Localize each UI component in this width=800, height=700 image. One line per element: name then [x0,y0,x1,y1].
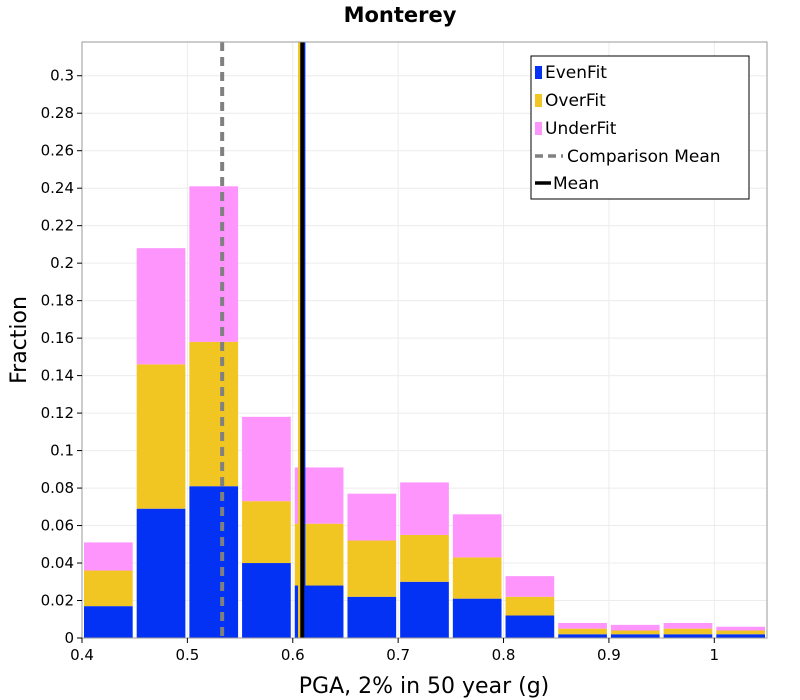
y-tick-label: 0.22 [41,217,74,235]
bar-underfit [347,493,397,541]
y-tick-label: 0.18 [41,292,74,310]
legend-swatch-overfit [535,94,542,107]
legend-label-mean: Mean [553,174,599,194]
y-axis-ticks: 0 0.02 0.04 0.06 0.08 0.1 0.12 0.14 0.16 0.18 0.2 0… [41,67,82,647]
y-tick-label: 0.28 [41,104,74,122]
x-tick-label: 0.7 [386,646,410,664]
bar-overfit [242,501,291,564]
x-tick-label: 0.5 [175,646,199,664]
y-tick-label: 0.04 [41,554,74,572]
x-axis-ticks: 0.4 0.5 0.6 0.7 0.8 0.9 1 [70,638,719,664]
bar-overfit [452,557,502,599]
legend-label-underfit: UnderFit [545,119,617,139]
bar-evenfit [505,615,555,638]
legend-label-overfit: OverFit [545,91,606,111]
bar-underfit [400,482,449,535]
bar-evenfit [189,486,239,638]
x-tick-label: 0.6 [281,646,305,664]
y-tick-label: 0.08 [41,479,74,497]
mean-lines [220,42,306,638]
legend: EvenFit OverFit UnderFit Comparison Mean… [530,55,750,200]
bar-underfit [505,576,555,597]
legend-box [530,55,750,200]
bar-overfit [400,534,449,582]
x-tick-label: 0.4 [70,646,94,664]
bar-overfit [663,628,713,635]
bar-overfit [189,341,239,487]
y-tick-label: 0.26 [41,142,74,160]
bar-evenfit [136,508,186,638]
bar-evenfit [242,563,291,638]
x-tick-label: 0.8 [492,646,516,664]
y-tick-label: 0.14 [41,367,74,385]
bars [84,186,765,638]
y-tick-label: 0.06 [41,517,74,535]
bar-evenfit [347,596,397,638]
bar-evenfit [610,634,660,638]
legend-label-evenfit: EvenFit [545,63,607,83]
y-tick-label: 0.12 [41,404,74,422]
bar-overfit [84,570,133,607]
bar-underfit [610,624,660,631]
bar-underfit [84,542,133,571]
y-tick-label: 0.24 [41,179,74,197]
mean-band-segment [298,42,301,638]
y-tick-label: 0.16 [41,329,74,347]
bar-overfit [610,630,660,635]
bar-evenfit [663,634,713,638]
chart-title: Monterey [344,3,457,27]
bar-underfit [452,514,502,558]
y-tick-label: 0.2 [50,254,74,272]
bar-underfit [136,248,186,365]
bar-evenfit [716,634,765,638]
x-axis-title: PGA, 2% in 50 year (g) [299,674,550,699]
bar-underfit [716,626,765,631]
y-tick-label: 0.1 [50,442,74,460]
bar-evenfit [400,581,449,638]
legend-swatch-underfit [535,122,542,135]
bar-overfit [505,596,555,616]
bar-underfit [663,623,713,629]
bar-overfit [136,364,186,509]
y-axis-title: Fraction [7,296,32,384]
bar-evenfit [452,598,502,638]
bar-overfit [558,628,607,635]
bar-underfit [242,416,291,502]
bar-evenfit [558,634,607,638]
y-tick-label: 0.3 [50,67,74,85]
bar-evenfit [84,606,133,638]
legend-label-comparison-mean: Comparison Mean [567,147,721,167]
x-tick-label: 0.9 [597,646,621,664]
plot-frame [81,41,768,639]
legend-swatch-evenfit [535,66,542,79]
bar-overfit [716,630,765,635]
bar-overfit [347,540,397,597]
bar-underfit [558,623,607,629]
bar-underfit [189,186,239,342]
y-tick-label: 0 [64,629,74,647]
x-tick-label: 1 [710,646,720,664]
y-tick-label: 0.02 [41,592,74,610]
